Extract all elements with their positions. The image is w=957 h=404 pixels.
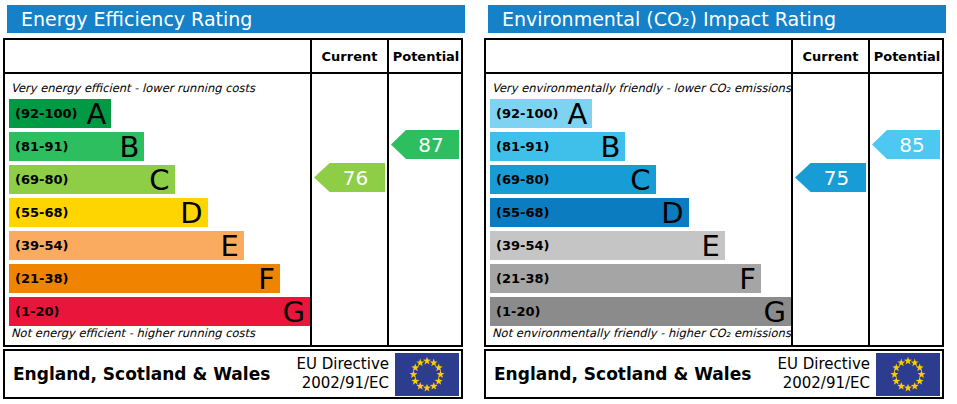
band-scale-area: Very energy efficient - lower running co… — [5, 76, 310, 345]
band-range-label: (39-54) — [9, 238, 68, 253]
rating-band-F: (21-38) F — [9, 264, 280, 293]
band-range-label: (55-68) — [9, 205, 68, 220]
rating-band-C: (69-80) C — [9, 165, 175, 194]
band-range-label: (81-91) — [9, 139, 68, 154]
band-range-label: (55-68) — [490, 205, 549, 220]
column-divider — [310, 40, 312, 345]
panel-title: Environmental (CO₂) Impact Rating — [488, 5, 946, 33]
column-divider — [387, 40, 389, 345]
rating-band-D: (55-68) D — [490, 198, 689, 227]
bottom-caption: Not environmentally friendly - higher CO… — [492, 326, 791, 340]
rating-band-F: (21-38) F — [490, 264, 761, 293]
rating-band-A: (92-100) A — [490, 99, 592, 128]
rating-band-B: (81-91) B — [9, 132, 144, 161]
rating-band-E: (39-54) E — [9, 231, 244, 260]
energy-efficiency-panel: Energy Efficiency Rating Current Potenti… — [1, 0, 465, 404]
band-letter: A — [567, 101, 592, 127]
bottom-caption: Not energy efficient - higher running co… — [11, 326, 255, 340]
rating-band-A: (92-100) A — [9, 99, 111, 128]
environmental-impact-panel: Environmental (CO₂) Impact Rating Curren… — [482, 0, 946, 404]
rating-band-G: (1-20) G — [9, 297, 310, 326]
band-letter: G — [283, 299, 310, 325]
footer: England, Scotland & Wales EU Directive 2… — [484, 349, 944, 399]
band-range-label: (1-20) — [9, 304, 59, 319]
band-letter: C — [149, 167, 174, 193]
eu-flag-icon — [395, 353, 459, 396]
region-label: England, Scotland & Wales — [486, 364, 751, 384]
potential-column-header: Potential — [389, 40, 463, 74]
rating-band-B: (81-91) B — [490, 132, 625, 161]
rating-bands: (92-100) A (81-91) B (69-80) C (55-68) D (39-54)… — [490, 99, 791, 326]
band-range-label: (21-38) — [490, 271, 549, 286]
region-label: England, Scotland & Wales — [5, 364, 270, 384]
eu-directive-label: EU Directive 2002/91/EC — [778, 355, 876, 393]
rating-bands: (92-100) A (81-91) B (69-80) C (55-68) D (39-54)… — [9, 99, 310, 326]
eu-flag-icon — [876, 353, 940, 396]
band-range-label: (69-80) — [490, 172, 549, 187]
column-divider — [868, 40, 870, 345]
band-range-label: (81-91) — [490, 139, 549, 154]
column-header-row: Current Potential — [486, 40, 942, 74]
band-letter: E — [220, 233, 243, 259]
band-letter: F — [258, 266, 280, 292]
current-column-header: Current — [793, 40, 868, 74]
rating-band-E: (39-54) E — [490, 231, 725, 260]
top-caption: Very environmentally friendly - lower CO… — [492, 81, 791, 95]
band-letter: D — [661, 200, 688, 226]
eu-directive-label: EU Directive 2002/91/EC — [297, 355, 395, 393]
potential-rating-arrow: 87 — [391, 130, 459, 159]
current-rating-arrow: 75 — [795, 163, 866, 192]
band-range-label: (92-100) — [9, 106, 78, 121]
top-caption: Very energy efficient - lower running co… — [11, 81, 310, 95]
band-letter: G — [764, 299, 791, 325]
band-range-label: (21-38) — [9, 271, 68, 286]
band-range-label: (1-20) — [490, 304, 540, 319]
band-letter: F — [739, 266, 761, 292]
rating-band-G: (1-20) G — [490, 297, 791, 326]
panel-title: Energy Efficiency Rating — [7, 5, 465, 33]
epc-rating-page: Energy Efficiency Rating Current Potenti… — [0, 0, 957, 404]
band-letter: B — [120, 134, 145, 160]
rating-chart: Current Potential Very environmentally f… — [484, 38, 944, 347]
column-header-row: Current Potential — [5, 40, 461, 74]
band-letter: E — [701, 233, 724, 259]
band-letter: C — [630, 167, 655, 193]
rating-band-C: (69-80) C — [490, 165, 656, 194]
current-column-header: Current — [312, 40, 387, 74]
band-range-label: (69-80) — [9, 172, 68, 187]
band-scale-area: Very environmentally friendly - lower CO… — [486, 76, 791, 345]
column-divider — [791, 40, 793, 345]
band-letter: D — [180, 200, 207, 226]
band-letter: B — [601, 134, 626, 160]
footer: England, Scotland & Wales EU Directive 2… — [3, 349, 463, 399]
potential-rating-arrow: 85 — [872, 130, 940, 159]
band-letter: A — [86, 101, 111, 127]
rating-chart: Current Potential Very energy efficient … — [3, 38, 463, 347]
potential-column-header: Potential — [870, 40, 944, 74]
band-range-label: (92-100) — [490, 106, 559, 121]
current-rating-arrow: 76 — [314, 163, 385, 192]
band-range-label: (39-54) — [490, 238, 549, 253]
rating-band-D: (55-68) D — [9, 198, 208, 227]
